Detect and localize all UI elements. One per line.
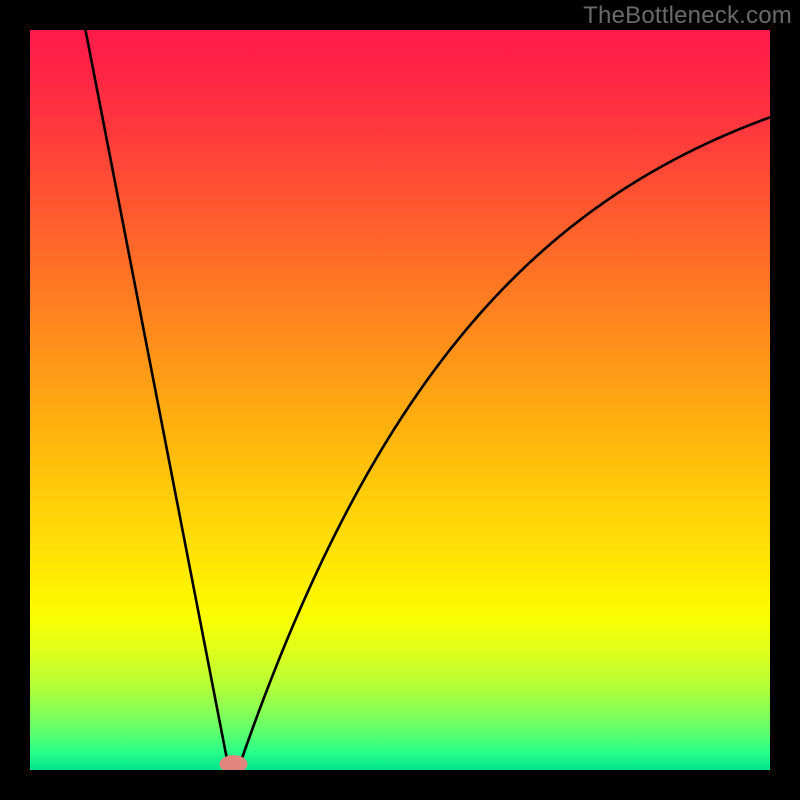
- plot-area-background: [30, 30, 770, 770]
- bottleneck-chart: [0, 0, 800, 800]
- watermark-text: TheBottleneck.com: [583, 2, 792, 30]
- chart-container: TheBottleneck.com: [0, 0, 800, 800]
